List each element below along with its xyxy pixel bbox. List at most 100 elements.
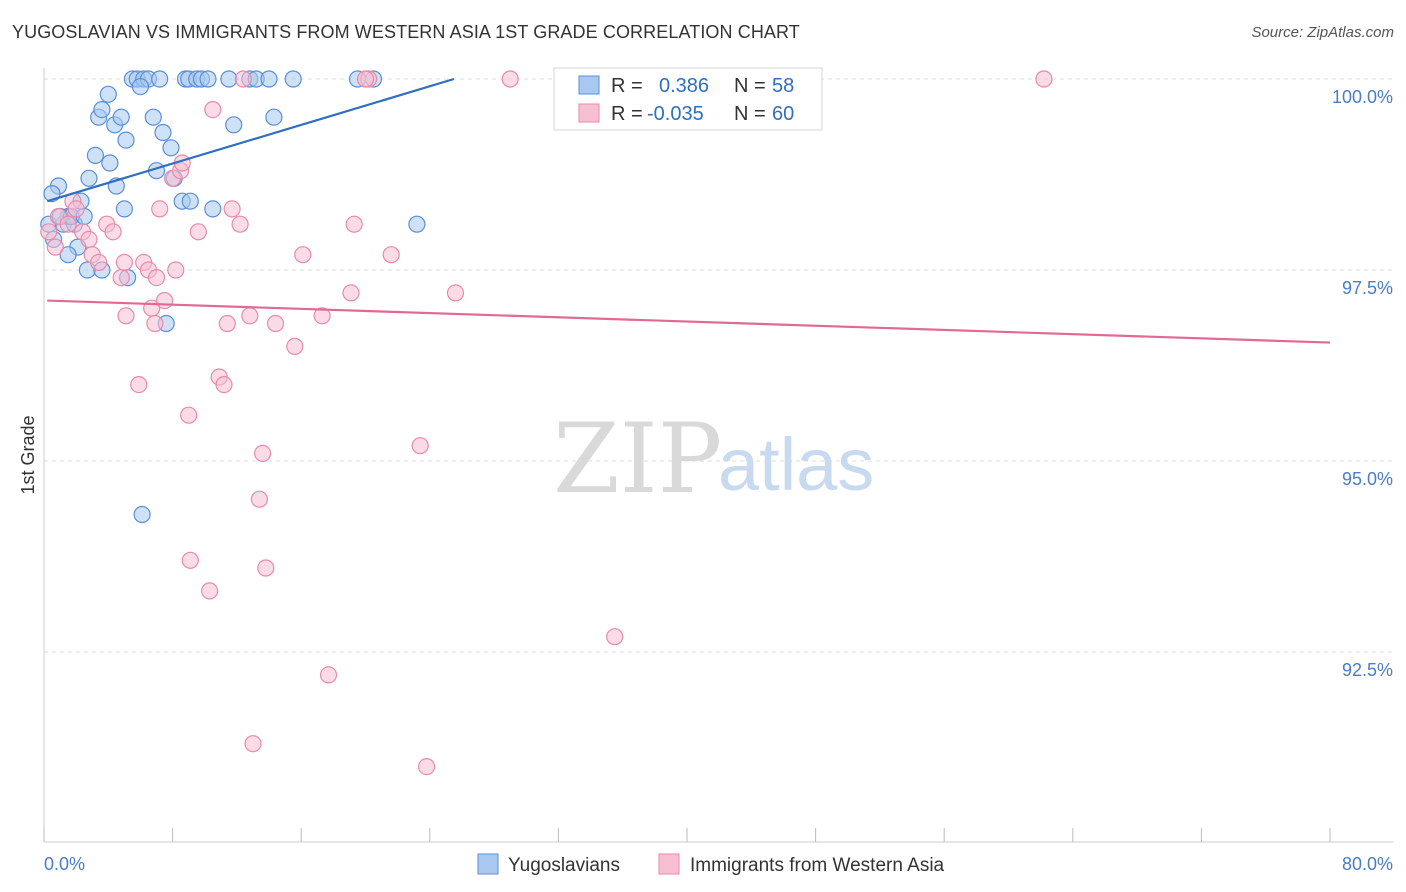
point-western-asia — [146, 314, 164, 333]
point-western-asia — [254, 444, 272, 462]
point-western-asia — [67, 200, 85, 218]
point-yugoslavians — [115, 200, 134, 218]
point-western-asia — [130, 376, 148, 394]
legend-n-value-1: 58 — [772, 75, 794, 97]
legend-r-label-1: R = — [611, 75, 643, 97]
point-yugoslavians — [154, 123, 172, 142]
point-western-asia — [204, 100, 222, 119]
legend-r-value-1: 0.386 — [659, 75, 709, 97]
point-western-asia — [40, 223, 58, 241]
point-western-asia — [1035, 70, 1053, 88]
point-western-asia — [218, 314, 236, 333]
point-western-asia — [606, 628, 624, 646]
point-western-asia — [345, 215, 363, 233]
source-label: Source: ZipAtlas.com — [1251, 24, 1394, 41]
point-western-asia — [223, 200, 241, 218]
point-western-asia — [319, 666, 338, 684]
point-western-asia — [234, 70, 252, 88]
grid-layer — [44, 78, 1393, 653]
y-axis-label: 1st Grade — [18, 415, 38, 494]
point-yugoslavians — [220, 70, 238, 88]
point-yugoslavians — [181, 192, 199, 210]
y-tick-label: 92.5% — [1342, 660, 1393, 680]
point-western-asia — [189, 223, 207, 241]
point-western-asia — [201, 582, 219, 600]
stats-legend: R = 0.386 N = 58 R = -0.035 N = 60 — [553, 67, 823, 131]
series-legend: Yugoslavians Immigrants from Western Asi… — [477, 853, 945, 876]
chart-title: YUGOSLAVIAN VS IMMIGRANTS FROM WESTERN A… — [12, 22, 800, 42]
point-western-asia — [231, 215, 249, 233]
point-western-asia — [167, 261, 185, 279]
point-western-asia — [151, 200, 169, 218]
y-tick-label: 95.0% — [1342, 469, 1393, 489]
point-western-asia — [90, 253, 108, 271]
y-tick-label: 100.0% — [1332, 87, 1393, 107]
watermark-atlas: atlas — [718, 423, 874, 506]
watermark-zip: ZIP — [553, 403, 722, 515]
point-yugoslavians — [99, 85, 117, 103]
point-western-asia — [313, 307, 331, 325]
point-yugoslavians — [131, 77, 149, 96]
point-yugoslavians — [265, 108, 283, 126]
legend-r-label-2: R = — [611, 103, 643, 125]
legend-r-value-2: -0.035 — [647, 103, 704, 125]
trend-line-yugoslavians — [46, 77, 455, 203]
point-yugoslavians — [59, 246, 77, 264]
point-western-asia — [418, 757, 436, 776]
trend-line-western-asia — [47, 299, 1331, 344]
x-tick-label-min: 0.0% — [44, 854, 85, 874]
point-yugoslavians — [93, 100, 111, 119]
point-yugoslavians — [284, 70, 302, 88]
point-western-asia — [115, 253, 134, 271]
point-western-asia — [117, 307, 135, 325]
point-western-asia — [244, 735, 262, 753]
series-legend-label-western-asia: Immigrants from Western Asia — [690, 855, 945, 876]
point-yugoslavians — [133, 505, 151, 524]
point-yugoslavians — [117, 131, 135, 149]
point-western-asia — [147, 269, 166, 287]
point-yugoslavians — [86, 146, 105, 164]
point-yugoslavians — [151, 70, 169, 88]
y-tick-label: 97.5% — [1342, 278, 1393, 298]
point-western-asia — [294, 246, 312, 264]
point-yugoslavians — [225, 116, 243, 134]
legend-n-label-2: N = — [734, 103, 766, 125]
point-western-asia — [286, 337, 304, 355]
point-yugoslavians — [101, 154, 119, 172]
point-yugoslavians — [260, 70, 278, 88]
point-yugoslavians — [112, 108, 130, 126]
x-tick-label-max: 80.0% — [1342, 854, 1393, 874]
point-yugoslavians — [204, 200, 222, 218]
point-western-asia — [46, 238, 64, 256]
point-western-asia — [446, 284, 465, 302]
points-layer — [40, 70, 1053, 776]
series-legend-swatch-western-asia — [658, 853, 680, 875]
legend-n-value-2: 60 — [772, 103, 794, 125]
point-yugoslavians — [162, 139, 180, 157]
point-western-asia — [382, 246, 400, 264]
point-yugoslavians — [80, 169, 98, 187]
point-western-asia — [342, 284, 360, 302]
legend-swatch-western-asia — [578, 103, 600, 123]
legend-swatch-yugoslavians — [578, 75, 600, 95]
point-western-asia — [180, 406, 198, 424]
point-western-asia — [257, 559, 275, 577]
legend-n-label-1: N = — [734, 75, 766, 97]
series-legend-label-yugoslavians: Yugoslavians — [508, 855, 620, 876]
axes-layer: 100.0% 97.5% 95.0% 92.5% — [43, 68, 1393, 843]
point-western-asia — [80, 230, 98, 248]
point-western-asia — [59, 215, 77, 233]
watermark: ZIP atlas — [553, 403, 874, 515]
point-western-asia — [156, 292, 174, 310]
point-western-asia — [501, 70, 519, 88]
point-yugoslavians — [199, 70, 217, 88]
point-western-asia — [104, 223, 122, 241]
point-western-asia — [250, 490, 268, 508]
point-yugoslavians — [144, 108, 162, 126]
series-legend-swatch-yugoslavians — [477, 853, 499, 875]
point-western-asia — [356, 70, 375, 88]
point-western-asia — [112, 269, 130, 287]
point-western-asia — [241, 307, 259, 325]
point-western-asia — [411, 437, 429, 455]
